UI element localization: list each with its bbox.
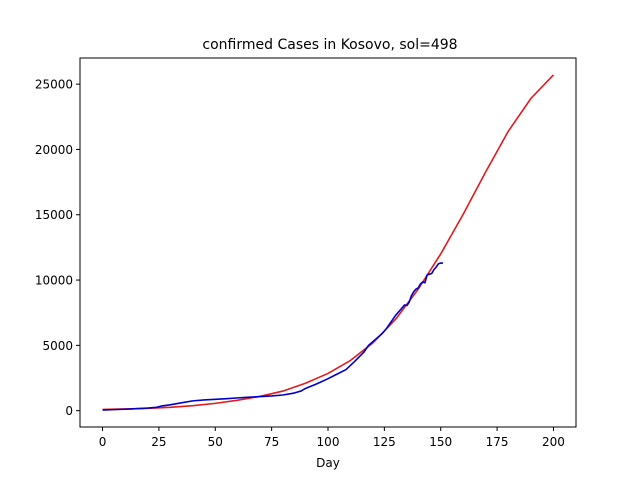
- x-tick-label: 200: [542, 435, 565, 449]
- series-line-1: [102, 262, 443, 411]
- y-tick-label: 15000: [35, 208, 73, 222]
- x-tick-label: 125: [373, 435, 396, 449]
- x-axis-ticks: 0 25 50 75 100 125 150 175 200: [99, 427, 565, 449]
- series-layer: [102, 74, 555, 411]
- y-axis-ticks: 0 5000 10000 15000 20000 25000: [35, 78, 80, 418]
- x-tick-label: 150: [429, 435, 452, 449]
- x-tick-label: 100: [317, 435, 340, 449]
- y-tick-label: 10000: [35, 274, 73, 288]
- y-tick-label: 20000: [35, 143, 73, 157]
- plot-area-frame: [79, 57, 577, 428]
- series-line-0: [102, 74, 555, 411]
- x-tick-label: 75: [264, 435, 279, 449]
- chart-title: confirmed Cases in Kosovo, sol=498: [202, 37, 457, 53]
- y-tick-label: 25000: [35, 78, 73, 92]
- y-tick-label: 0: [65, 404, 73, 418]
- x-tick-label: 50: [208, 435, 223, 449]
- x-tick-label: 25: [151, 435, 166, 449]
- x-tick-label: 175: [486, 435, 509, 449]
- x-tick-label: 0: [99, 435, 107, 449]
- x-axis-label: Day: [316, 456, 340, 470]
- y-tick-label: 5000: [42, 339, 73, 353]
